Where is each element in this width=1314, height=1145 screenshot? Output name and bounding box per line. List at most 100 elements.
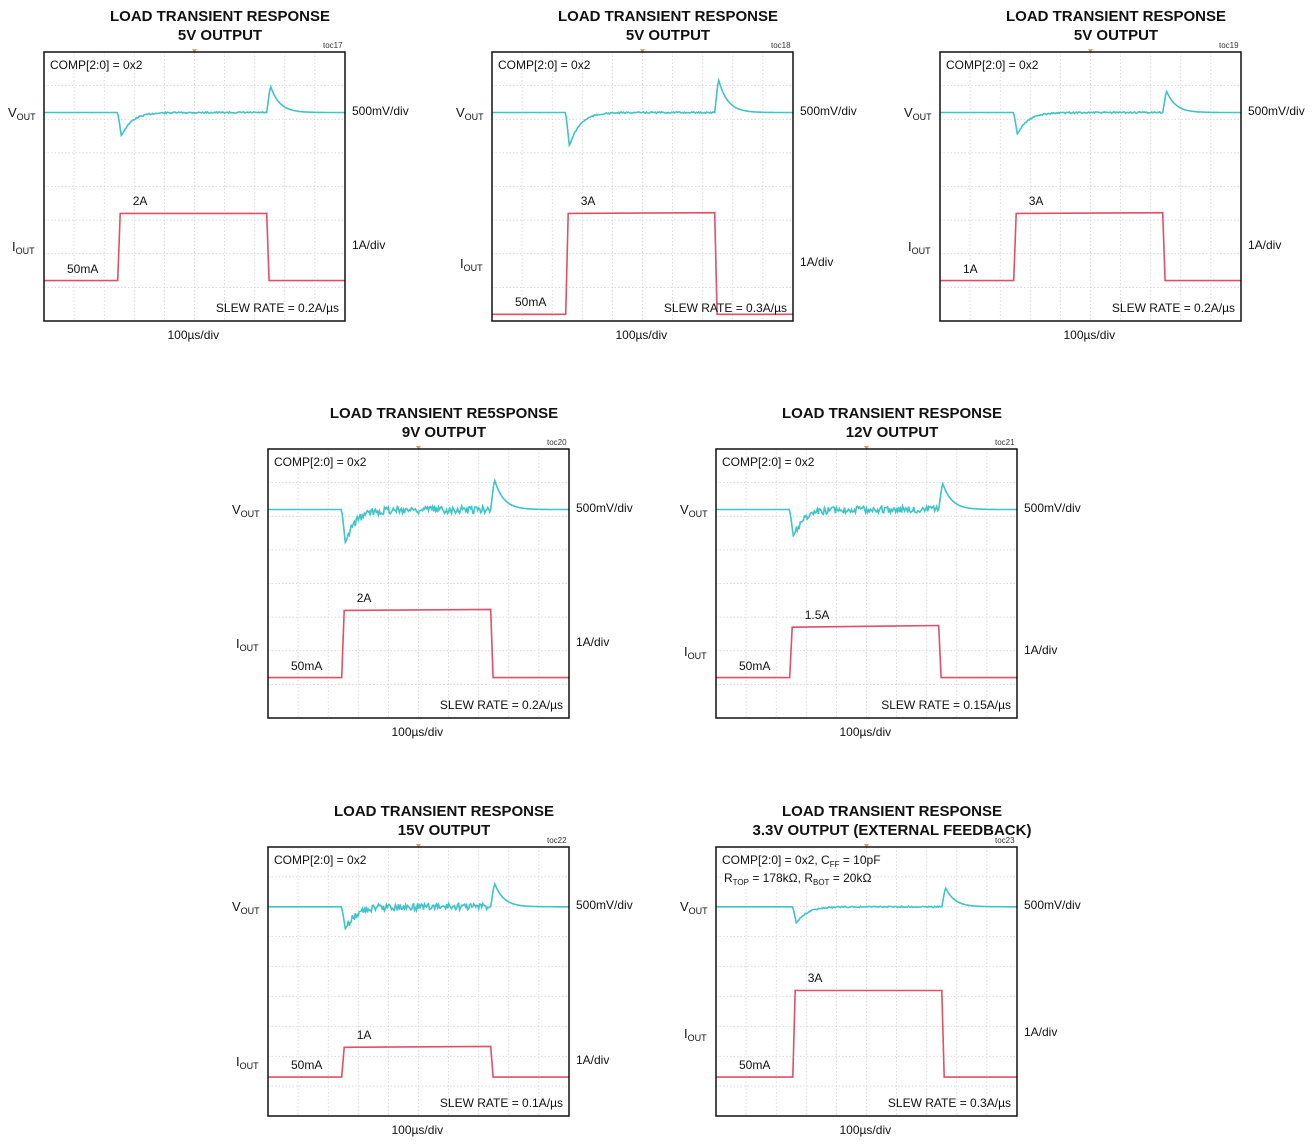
chart-panel-toc21: LOAD TRANSIENT RESPONSE 12V OUTPUT toc21 CO… xyxy=(672,397,1112,747)
iout-label: IOUT xyxy=(684,644,707,661)
plot-frame xyxy=(267,846,570,1117)
low-current-label: 50mA xyxy=(291,658,323,673)
chart-title: LOAD TRANSIENT RESPONSE xyxy=(109,8,331,25)
text-span: I xyxy=(236,1054,240,1070)
chart-subtitle: 12V OUTPUT xyxy=(845,424,939,441)
low-current-label: 50mA xyxy=(515,295,547,310)
trigger-marker xyxy=(640,49,645,53)
chart-subtitle: 5V OUTPUT xyxy=(1073,27,1159,44)
vout-trace xyxy=(940,89,1241,136)
chart-title: LOAD TRANSIENT RESPONSE xyxy=(781,803,1003,820)
vout-label: VOUT xyxy=(232,502,260,519)
text-span: I xyxy=(12,239,16,255)
iout-trace xyxy=(716,624,1017,679)
vout-scale: 500mV/div xyxy=(576,500,633,515)
text-span: V xyxy=(232,501,241,517)
text-span: I xyxy=(684,644,688,660)
text-span: V xyxy=(8,104,17,120)
vout-trace xyxy=(44,84,345,138)
scope-plot xyxy=(267,446,570,719)
vout-label: VOUT xyxy=(680,502,708,519)
trigger-marker xyxy=(864,446,869,450)
iout-label: IOUT xyxy=(12,239,35,256)
toc-label: toc21 xyxy=(995,438,1015,447)
grid xyxy=(716,449,1017,718)
chart-subtitle: 5V OUTPUT xyxy=(177,27,263,44)
text-span: = 20kΩ xyxy=(829,871,872,885)
subscript: OUT xyxy=(688,508,708,519)
time-scale: 100µs/div xyxy=(167,328,220,342)
scope-plot xyxy=(939,49,1242,322)
iout-scale: 1A/div xyxy=(1024,1024,1058,1039)
text-span: = 10pF xyxy=(839,853,881,867)
high-current-label: 3A xyxy=(1028,194,1044,209)
iout-scale: 1A/div xyxy=(352,238,386,253)
vout-label: VOUT xyxy=(232,899,260,916)
chart-panel-toc18: LOAD TRANSIENT RESPONSE 5V OUTPUT toc18 COM… xyxy=(448,0,888,350)
trigger-marker xyxy=(1088,49,1093,53)
text-span: V xyxy=(680,898,689,914)
high-current-label: 3A xyxy=(580,194,596,209)
toc-label: toc17 xyxy=(323,41,343,50)
grid xyxy=(268,449,569,718)
trigger-marker xyxy=(192,49,197,53)
vout-label: VOUT xyxy=(904,105,932,122)
high-current-label: 3A xyxy=(807,971,823,986)
chart-subtitle: 15V OUTPUT xyxy=(397,822,491,839)
trigger-marker xyxy=(864,844,869,848)
text-span: V xyxy=(456,104,465,120)
iout-trace xyxy=(268,608,569,679)
slew-rate-label: SLEW RATE = 0.3A/µs xyxy=(887,1096,1011,1110)
scope-plot xyxy=(715,844,1018,1117)
vout-trace xyxy=(716,886,1017,925)
text-span: V xyxy=(680,501,689,517)
config-annotation: COMP[2:0] = 0x2 xyxy=(722,455,814,469)
subscript: OUT xyxy=(240,905,260,916)
high-current-label: 2A xyxy=(132,194,148,209)
slew-rate-label: SLEW RATE = 0.2A/µs xyxy=(1111,301,1235,315)
vout-scale: 500mV/div xyxy=(800,103,857,118)
vout-scale: 500mV/div xyxy=(352,103,409,118)
config-annotation: COMP[2:0] = 0x2 xyxy=(498,58,590,72)
toc-label: toc22 xyxy=(547,836,567,845)
vout-scale: 500mV/div xyxy=(576,897,633,912)
trigger-marker xyxy=(416,446,421,450)
grid xyxy=(44,52,345,321)
toc-label: toc18 xyxy=(771,41,791,50)
text-span: = 178kΩ, R xyxy=(748,871,813,885)
low-current-label: 50mA xyxy=(739,1058,771,1073)
vout-label: VOUT xyxy=(456,105,484,122)
time-scale: 100µs/div xyxy=(391,725,444,739)
subscript: FF xyxy=(829,860,840,869)
chart-subtitle: 3.3V OUTPUT (EXTERNAL FEEDBACK) xyxy=(752,822,1032,839)
grid xyxy=(492,52,793,321)
vout-trace xyxy=(268,881,569,931)
iout-scale: 1A/div xyxy=(800,254,834,269)
time-scale: 100µs/div xyxy=(839,725,892,739)
text-span: V xyxy=(904,104,913,120)
text-span: I xyxy=(460,255,464,271)
subscript: OUT xyxy=(463,262,483,273)
vout-scale: 500mV/div xyxy=(1024,897,1081,912)
vout-scale: 500mV/div xyxy=(1248,103,1305,118)
high-current-label: 1.5A xyxy=(804,608,830,623)
slew-rate-label: SLEW RATE = 0.3A/µs xyxy=(663,301,787,315)
plot-frame xyxy=(939,51,1242,322)
vout-scale: 500mV/div xyxy=(1024,500,1081,515)
iout-label: IOUT xyxy=(460,256,483,273)
subscript: OUT xyxy=(239,643,259,654)
subscript: OUT xyxy=(912,111,932,122)
iout-scale: 1A/div xyxy=(1248,238,1282,253)
toc-label: toc23 xyxy=(995,836,1015,845)
plot-frame xyxy=(715,448,1018,719)
scope-plot xyxy=(267,844,570,1117)
iout-scale: 1A/div xyxy=(1024,643,1058,658)
low-current-label: 50mA xyxy=(291,1058,323,1073)
vout-trace xyxy=(268,477,569,545)
low-current-label: 50mA xyxy=(739,658,771,673)
config-annotation: COMP[2:0] = 0x2, CFF = 10pF xyxy=(722,853,881,869)
low-current-label: 1A xyxy=(963,261,978,276)
chart-title: LOAD TRANSIENT RE5SPONSE xyxy=(329,405,559,422)
config-annotation: COMP[2:0] = 0x2 xyxy=(50,58,142,72)
iout-scale: 1A/div xyxy=(576,635,610,650)
